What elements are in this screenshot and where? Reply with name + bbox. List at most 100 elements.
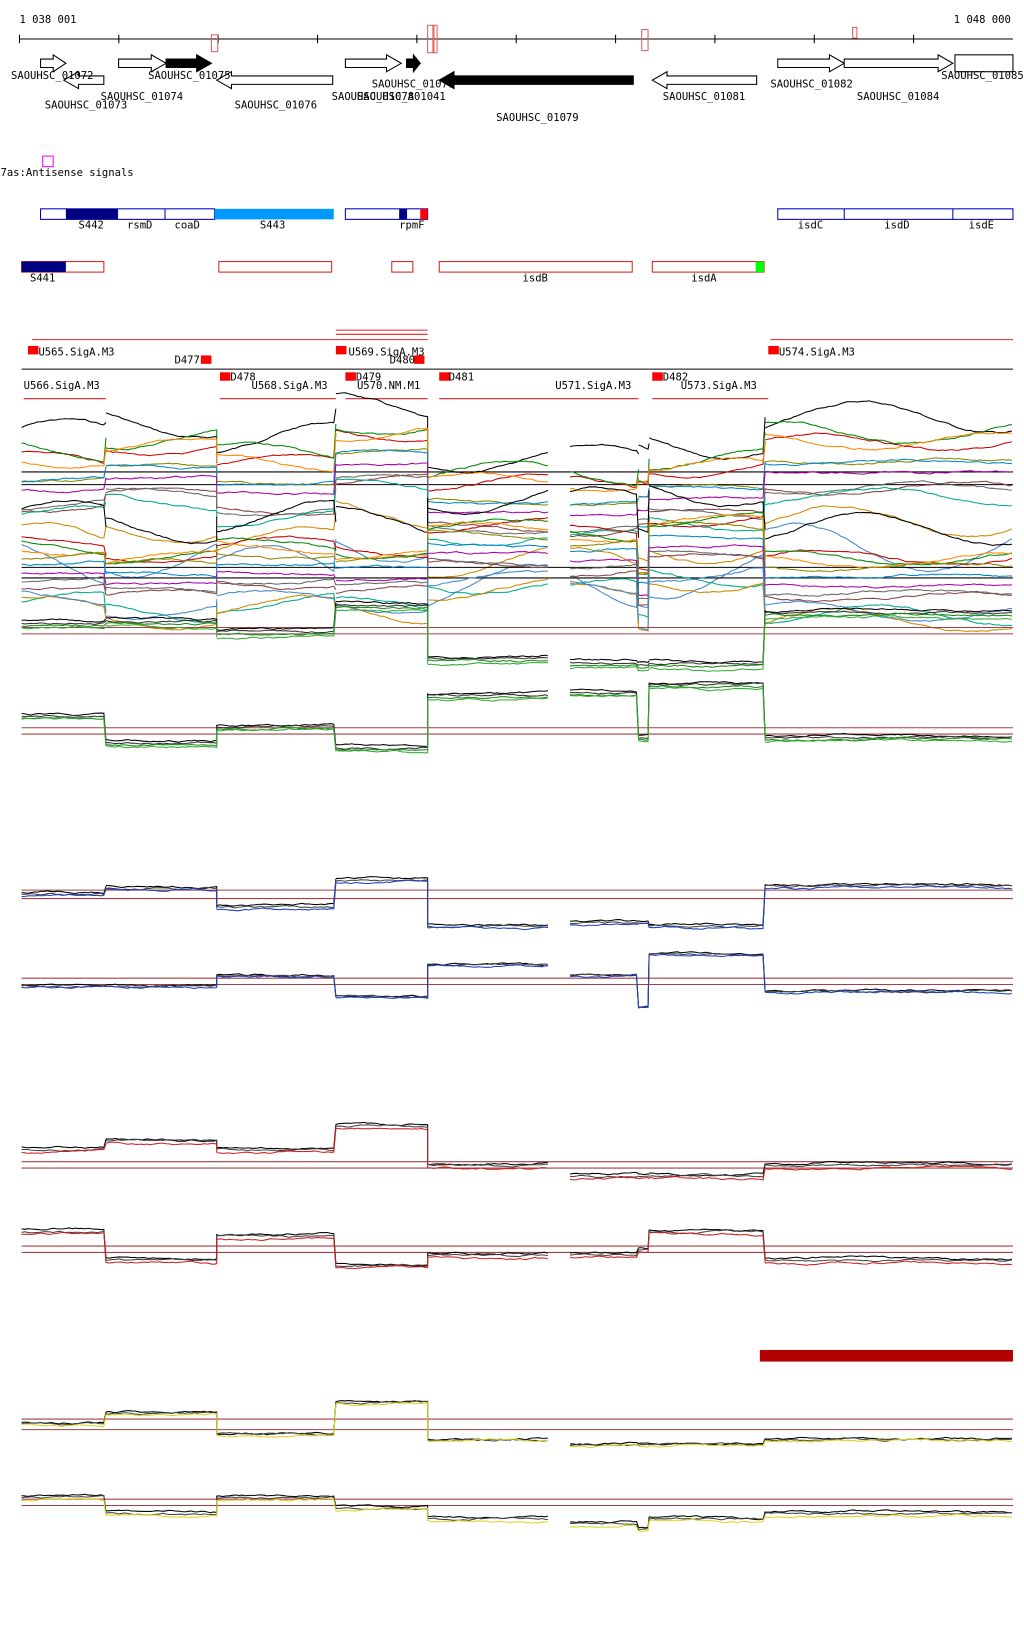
expression-trace [21,511,1013,575]
gene-arrow [843,53,954,73]
legend-swatch [42,155,54,168]
operon2-box [391,261,414,273]
gene-label: SAOUHSC_01076 [235,99,317,111]
operon2-box [651,261,765,273]
antisense-mark [432,24,438,54]
promoter-label: D480 [390,355,415,367]
expression-trace [21,1399,1012,1446]
promoter-mark [200,355,212,364]
expression-trace [21,953,1012,1009]
expression-trace [21,514,1013,574]
gene-label: SAOUHSC_01074 [101,91,183,103]
promoter-label: D479 [356,372,381,384]
gene-arrow [777,53,846,73]
gene-label: SAOUHSC_A01041 [357,91,446,103]
operon-fill [65,208,118,220]
expression-trace [21,951,1012,1008]
promoter-label: U570.NM.M1 [357,380,420,392]
expression-trace [21,876,1012,927]
operon-fill [420,208,428,220]
operon-label: S442 [79,220,104,232]
expression-trace [21,392,1012,474]
gene-label: SAOUHSC_01075 [148,70,230,82]
promoter-mark [27,345,39,355]
legend-label: 7as:Antisense signals [0,167,133,179]
expression-trace [21,1231,1012,1270]
expression-trace [21,1127,1012,1181]
gene-label: SAOUHSC_01081 [663,91,745,103]
operon-box [344,208,429,220]
promoter-label: U569.SigA.M3 [349,346,425,358]
expression-trace [21,606,1012,669]
operon-label: isdE [969,220,994,232]
gene-arrow [118,53,168,73]
gene-arrow [62,70,105,90]
expression-trace [21,474,1012,535]
expression-trace [21,521,1012,576]
operon-fill [214,208,334,220]
gene-box [954,54,1014,73]
promoter-label: U574.SigA.M3 [779,346,855,358]
operon2-label: isdA [691,272,717,284]
expression-trace [21,462,1012,517]
expression-trace [21,1121,1013,1177]
expression-trace [21,567,1012,631]
gene-label: SAOUHSC_01082 [770,78,852,90]
expression-trace [21,1227,1013,1267]
operon2-fill [755,261,765,273]
promoter-label: U566.SigA.M3 [24,380,100,392]
promoter-label: D481 [449,372,474,384]
promoter-mark [768,345,779,355]
expression-trace [21,1493,1012,1529]
ruler-start: 1 038 001 [19,14,76,26]
expression-trace [21,879,1012,931]
gene-arrow [406,53,421,74]
expression-trace [21,1497,1012,1533]
operon2-label: isdB [523,272,548,284]
expression-trace [21,1229,1012,1267]
operon-fill [399,208,407,220]
expression-trace [21,604,1012,666]
gene-label: SAOUHSC_01085 [941,70,1023,82]
gene-label: SAOUHSC_01077 [372,78,454,90]
gene-label: SAOUHSC_01072 [11,70,93,82]
operon2-fill [21,261,66,273]
expression-trace [21,686,1012,754]
operon-label: isdC [798,220,823,232]
expression-trace [21,1495,1012,1531]
promoter-mark [652,372,663,381]
promoter-label: U573.SigA.M3 [681,380,757,392]
gene-arrow [40,53,67,73]
operon2-label: S441 [30,272,55,284]
expression-trace [21,544,1012,597]
gene-arrow [651,70,758,90]
expression-trace [21,569,1012,627]
operon-label: rsmD [127,220,152,232]
operon-label: rpmF [399,220,424,232]
promoter-mark [413,355,425,364]
expression-trace [21,534,1012,585]
promoter-label: D477 [175,355,200,367]
promoter-mark [345,372,356,381]
gene-arrow [438,70,634,90]
region-bar [759,1349,1013,1362]
gene-arrow [165,53,213,73]
gene-label: SAOUHSC_01078 [332,91,414,103]
antisense-mark [852,26,858,39]
promoter-mark [335,345,347,355]
operon-label: coaD [175,220,200,232]
operon-label: S443 [260,220,285,232]
gene-label: SAOUHSC_01079 [496,112,578,124]
expression-trace [21,952,1013,1008]
ruler-end: 1 048 000 [954,14,1011,26]
gene-arrow [344,53,403,73]
antisense-mark [641,29,649,52]
antisense-mark [427,24,435,54]
expression-trace [21,609,1012,672]
expression-trace [21,549,1012,602]
operon-label: isdD [884,220,909,232]
expression-trace [21,485,1012,547]
expression-trace [21,427,1012,493]
promoter-mark [219,372,231,381]
antisense-mark [210,34,219,53]
